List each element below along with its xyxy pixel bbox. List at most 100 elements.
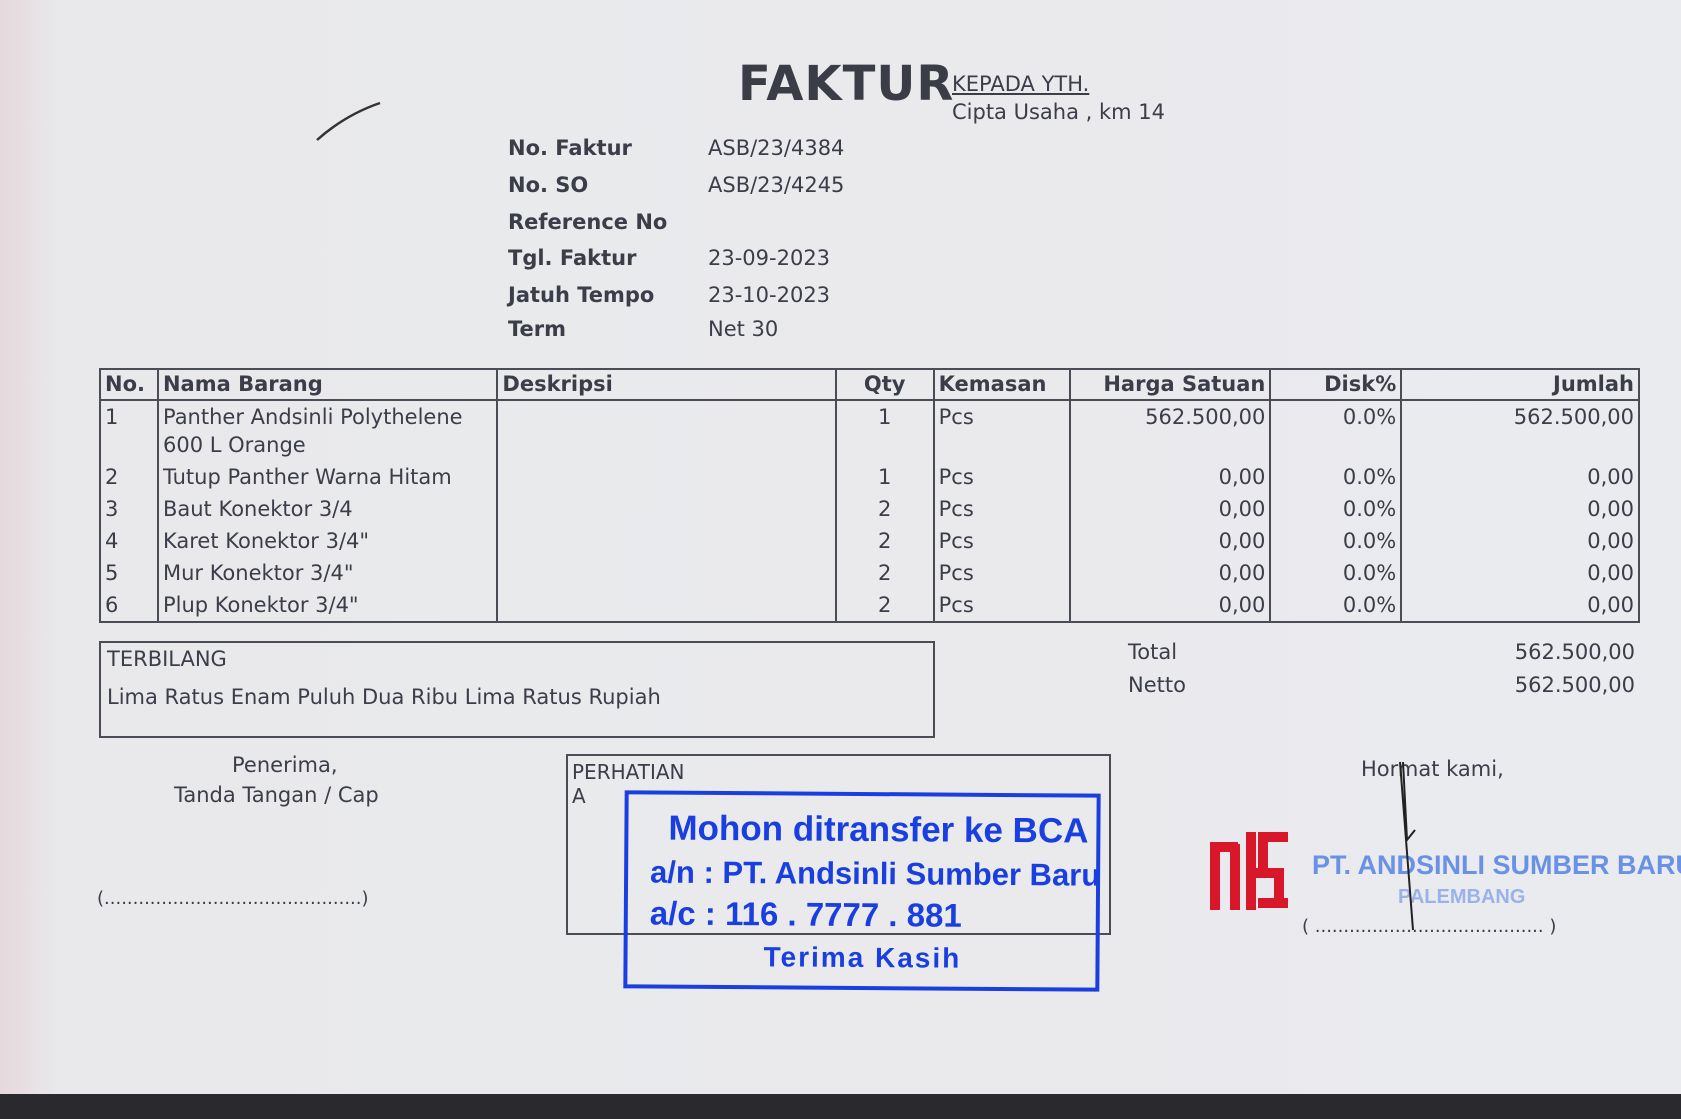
info-label: No. Faktur <box>508 136 632 160</box>
table-cell: 2 <box>834 557 935 589</box>
netto-label: Netto <box>1128 673 1186 697</box>
table-cell: 0.0% <box>1269 461 1403 493</box>
table-cell: 0.0% <box>1269 589 1403 623</box>
bank-transfer-stamp: Mohon ditransfer ke BCA a/n : PT. Andsin… <box>623 790 1101 992</box>
table-cell: Panther Andsinli Polythelene 600 L Orang… <box>156 400 499 461</box>
perhatian-box: PERHATIAN A <box>566 754 1111 935</box>
document-title: FAKTUR <box>738 56 955 112</box>
table-cell: 0,00 <box>1068 589 1272 623</box>
table-cell: 0,00 <box>1400 525 1640 557</box>
scan-edge <box>0 1094 1681 1119</box>
info-value: ASB/23/4245 <box>708 173 845 197</box>
table-cell: 0,00 <box>1400 493 1640 525</box>
receiver-label: Penerima, <box>232 753 338 777</box>
col-disk: Disk% <box>1269 368 1403 401</box>
terbilang-label: TERBILANG <box>107 647 227 671</box>
stamp-line-4: Terima Kasih <box>763 941 962 974</box>
table-cell: 1 <box>834 461 935 493</box>
info-value: 23-09-2023 <box>708 246 831 270</box>
table-cell: 1 <box>834 400 935 461</box>
table-cell: 0.0% <box>1269 400 1403 461</box>
stamp-line-3: a/c : 116 . 7777 . 881 <box>649 894 962 934</box>
table-cell: 0.0% <box>1269 493 1403 525</box>
table-cell <box>496 493 837 525</box>
table-cell: 0,00 <box>1400 589 1640 623</box>
col-harga: Harga Satuan <box>1068 368 1272 401</box>
table-cell: 0,00 <box>1068 557 1272 589</box>
stamp-line-2: a/n : PT. Andsinli Sumber Baru <box>650 854 1101 893</box>
col-kemasan: Kemasan <box>932 368 1071 401</box>
info-label: Reference No <box>508 210 668 234</box>
col-nama: Nama Barang <box>156 368 499 401</box>
table-cell: 2 <box>834 589 935 623</box>
col-no: No. <box>99 368 159 401</box>
table-cell: Plup Konektor 3/4" <box>156 589 499 623</box>
terbilang-box: TERBILANG Lima Ratus Enam Puluh Dua Ribu… <box>99 641 935 738</box>
table-cell: Mur Konektor 3/4" <box>156 557 499 589</box>
col-jumlah: Jumlah <box>1400 368 1640 401</box>
table-cell: 0,00 <box>1068 461 1272 493</box>
table-row: 6 Plup Konektor 3/4" 2 Pcs 0,00 0.0% 0,00 <box>99 589 1640 623</box>
table-cell: 0,00 <box>1400 461 1640 493</box>
table-row: 1 Panther Andsinli Polythelene 600 L Oran… <box>99 400 1640 461</box>
netto-value: 562.500,00 <box>1514 673 1635 697</box>
table-header: No. Nama Barang Deskripsi Qty Kemasan Ha… <box>99 368 1640 401</box>
table-cell <box>496 589 837 623</box>
table-cell: Baut Konektor 3/4 <box>156 493 499 525</box>
table-cell: Pcs <box>932 589 1071 623</box>
terbilang-text: Lima Ratus Enam Puluh Dua Ribu Lima Ratu… <box>107 685 661 709</box>
total-label: Total <box>1128 640 1178 664</box>
table-cell <box>496 557 837 589</box>
table-cell: 0.0% <box>1269 557 1403 589</box>
stamp-line-1: Mohon ditransfer ke BCA <box>668 808 1089 851</box>
perhatian-label: PERHATIAN <box>572 760 685 784</box>
table-cell: Tutup Panther Warna Hitam <box>156 461 499 493</box>
table-cell: 0.0% <box>1269 525 1403 557</box>
pen-mark <box>316 101 381 141</box>
table-cell <box>496 400 837 461</box>
info-label: Tgl. Faktur <box>508 246 637 270</box>
col-qty: Qty <box>834 368 935 401</box>
table-cell: 2 <box>99 461 159 493</box>
recipient-label: KEPADA YTH. <box>952 72 1090 96</box>
receiver-sign-line: (.......................................… <box>97 888 369 909</box>
items-table: No. Nama Barang Deskripsi Qty Kemasan Ha… <box>99 368 1640 623</box>
table-cell <box>496 461 837 493</box>
table-row: 5 Mur Konektor 3/4" 2 Pcs 0,00 0.0% 0,00 <box>99 557 1640 589</box>
company-stamp: PT. ANDSINLI SUMBER BARU <box>1312 850 1681 880</box>
table-cell: 0,00 <box>1068 525 1272 557</box>
table-cell: Pcs <box>932 461 1071 493</box>
info-label: Jatuh Tempo <box>508 283 655 307</box>
total-value: 562.500,00 <box>1514 640 1635 664</box>
info-value: 23-10-2023 <box>708 283 831 307</box>
table-cell: 5 <box>99 557 159 589</box>
table-cell: 2 <box>834 525 935 557</box>
sender-sign-line: ( ......................................… <box>1302 916 1557 937</box>
table-cell: 6 <box>99 589 159 623</box>
table-cell: Pcs <box>932 557 1071 589</box>
table-cell: 4 <box>99 525 159 557</box>
info-value: ASB/23/4384 <box>708 136 845 160</box>
table-cell: 1 <box>99 400 159 461</box>
receiver-sign-label: Tanda Tangan / Cap <box>174 783 379 807</box>
signature <box>1399 761 1416 931</box>
recipient-name: Cipta Usaha , km 14 <box>952 100 1166 124</box>
table-row: 2 Tutup Panther Warna Hitam 1 Pcs 0,00 0.0% 0,… <box>99 461 1640 493</box>
info-label: Term <box>508 317 567 341</box>
col-deskripsi: Deskripsi <box>496 368 837 401</box>
table-row: 4 Karet Konektor 3/4" 2 Pcs 0,00 0.0% 0,00 <box>99 525 1640 557</box>
info-label: No. SO <box>508 173 589 197</box>
table-cell: Karet Konektor 3/4" <box>156 525 499 557</box>
city-stamp: PALEMBANG <box>1398 886 1526 908</box>
table-cell: Pcs <box>932 525 1071 557</box>
table-cell: Pcs <box>932 400 1071 461</box>
company-logo <box>1210 832 1288 910</box>
table-cell: 2 <box>834 493 935 525</box>
table-cell: 0,00 <box>1068 493 1272 525</box>
info-value: Net 30 <box>708 317 779 341</box>
table-cell: Pcs <box>932 493 1071 525</box>
table-cell: 0,00 <box>1400 557 1640 589</box>
table-cell: 3 <box>99 493 159 525</box>
table-row: 3 Baut Konektor 3/4 2 Pcs 0,00 0.0% 0,00 <box>99 493 1640 525</box>
greeting: Hormat kami, <box>1361 757 1504 781</box>
